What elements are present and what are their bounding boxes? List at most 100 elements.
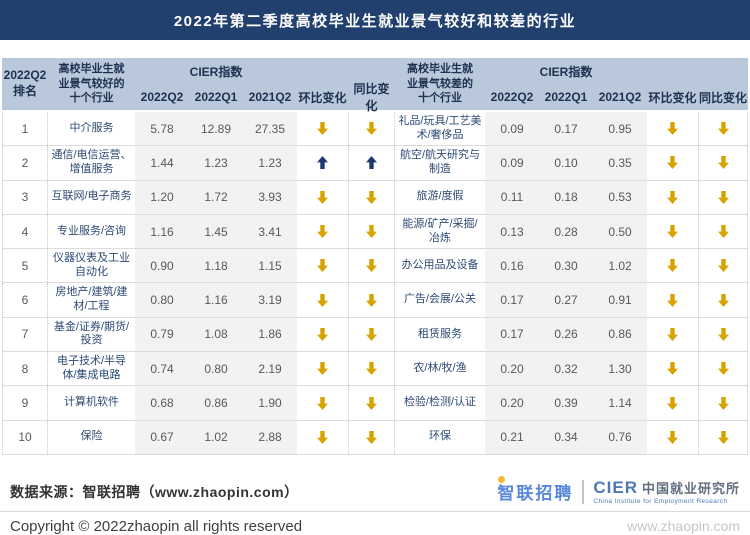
- down-arrow-icon: [317, 190, 328, 204]
- bad-industry-cell: 办公用品及设备: [401, 258, 479, 271]
- cier-value-cell: 1.30: [593, 352, 647, 386]
- good-industry-cell: 中介服务: [69, 121, 114, 134]
- table-header: 2022Q2 排名 高校毕业生就业景气较好的十个行业 CIER指数 2022Q2…: [2, 58, 748, 113]
- good-industry-cell: 仪器仪表及工业自动化: [53, 252, 130, 278]
- cier-value-cell: 0.74: [135, 352, 189, 386]
- rank-column-header: 2022Q2 排名: [2, 58, 48, 110]
- rank-cell: 7: [2, 317, 48, 352]
- cier-value-cell: 0.09: [485, 146, 539, 180]
- cier-value-cell: 0.86: [189, 386, 243, 420]
- down-arrow-icon: [317, 396, 328, 410]
- mom-change-cell: [297, 283, 348, 317]
- mom-change-cell: [647, 146, 698, 180]
- cier-logo-text: CIER: [593, 478, 638, 498]
- cier-value-cell: 1.86: [243, 317, 297, 352]
- table-row: 1 中介服务 5.78 12.89 27.35 礼品/玩具/工艺美术/奢侈品 0.09 0.1…: [2, 112, 748, 147]
- yoy-change-cell: [348, 214, 395, 249]
- cier-value-cell: 0.20: [485, 352, 539, 386]
- yoy-change-cell: [348, 317, 395, 352]
- footer-divider: [0, 510, 750, 512]
- good-industry-cell: 电子技术/半导体/集成电路: [56, 354, 127, 381]
- table-row: 2 通信/电信运营、增值服务 1.44 1.23 1.23 航空/航天研究与制造 0.09 0…: [2, 146, 748, 181]
- down-arrow-icon: [366, 293, 377, 307]
- cier-value-cell: 0.17: [539, 112, 593, 146]
- down-arrow-icon: [667, 259, 678, 273]
- cier-value-cell: 0.91: [593, 283, 647, 317]
- mom-change-cell: [647, 112, 698, 146]
- yoy-change-cell: [698, 146, 748, 180]
- yoy-change-cell: [698, 352, 748, 386]
- mom-change-cell: [647, 283, 698, 317]
- cier-value-cell: 0.76: [593, 420, 647, 454]
- col-2021q2-header-left: 2021Q2: [248, 90, 292, 104]
- cier-value-cell: 0.26: [539, 317, 593, 352]
- bad-industry-cell: 礼品/玩具/工艺美术/奢侈品: [398, 114, 482, 141]
- mom-change-cell: [297, 386, 348, 420]
- bad-industry-cell: 能源/矿产/采掘/冶炼: [402, 217, 478, 244]
- cier-value-cell: 27.35: [243, 112, 297, 146]
- rank-header-line1: 2022Q2: [3, 68, 47, 83]
- mom-change-cell: [297, 180, 348, 214]
- cier-value-cell: 0.10: [539, 146, 593, 180]
- mom-change-cell: [297, 352, 348, 386]
- yoy-change-cell: [698, 112, 748, 146]
- table-row: 10 保险 0.67 1.02 2.88 环保 0.21 0.34 0.76: [2, 420, 748, 455]
- cier-value-cell: 0.18: [539, 180, 593, 214]
- good-industry-cell: 互联网/电子商务: [51, 190, 132, 203]
- yoy-change-cell: [698, 386, 748, 420]
- yoy-change-cell: [348, 180, 395, 214]
- col-2022q1-header-left: 2022Q1: [194, 90, 238, 104]
- bad-industry-cell: 航空/航天研究与制造: [399, 149, 481, 175]
- cier-value-cell: 3.41: [243, 214, 297, 249]
- good-industry-cell: 保险: [80, 430, 103, 443]
- mom-change-cell: [647, 317, 698, 352]
- yoy-change-cell: [348, 420, 395, 454]
- down-arrow-icon: [717, 327, 729, 341]
- cier-value-cell: 1.15: [243, 249, 297, 283]
- good-industry-cell: 计算机软件: [64, 396, 119, 409]
- logos: 智联招聘 CIER 中国就业研究所 China Institute for Em…: [497, 476, 740, 505]
- cier-value-cell: 0.80: [135, 283, 189, 317]
- cier-value-cell: 0.17: [485, 283, 539, 317]
- cier-value-cell: 3.19: [243, 283, 297, 317]
- down-arrow-icon: [667, 293, 678, 307]
- table-row: 9 计算机软件 0.68 0.86 1.90 检验/检测/认证 0.20 0.39 1.14: [2, 386, 748, 421]
- cier-value-cell: 1.72: [189, 180, 243, 214]
- down-arrow-icon: [717, 122, 729, 136]
- down-arrow-icon: [717, 396, 729, 410]
- mom-change-cell: [647, 180, 698, 214]
- down-arrow-icon: [717, 156, 729, 170]
- yoy-change-cell: [348, 249, 395, 283]
- cier-value-cell: 1.16: [135, 214, 189, 249]
- rank-cell: 4: [2, 214, 48, 249]
- bad-industry-cell: 租赁服务: [418, 327, 462, 340]
- cier-value-cell: 1.20: [135, 180, 189, 214]
- down-arrow-icon: [317, 259, 328, 273]
- cier-index-header-left: CIER指数: [189, 64, 243, 79]
- mom-change-cell: [647, 249, 698, 283]
- down-arrow-icon: [366, 190, 377, 204]
- cier-value-cell: 2.19: [243, 352, 297, 386]
- cier-value-cell: 0.50: [593, 214, 647, 249]
- cier-value-cell: 0.80: [189, 352, 243, 386]
- down-arrow-icon: [717, 259, 729, 273]
- down-arrow-icon: [366, 362, 377, 376]
- watermark-text: www.zhaopin.com: [627, 518, 740, 535]
- col-2021q2-header-right: 2021Q2: [598, 90, 642, 104]
- col-2022q2-header-right: 2022Q2: [490, 90, 534, 104]
- cier-value-cell: 1.14: [593, 386, 647, 420]
- zhaopin-logo: 智联招聘: [497, 476, 573, 504]
- mom-change-cell: [647, 420, 698, 454]
- rank-cell: 5: [2, 249, 48, 283]
- down-arrow-icon: [717, 190, 729, 204]
- down-arrow-icon: [317, 122, 328, 136]
- footer: 数据来源：智联招聘（www.zhaopin.com） 智联招聘 CIER 中国就…: [0, 476, 750, 535]
- cier-value-cell: 0.86: [593, 317, 647, 352]
- good-industry-cell: 专业服务/咨询: [56, 224, 127, 237]
- down-arrow-icon: [667, 190, 678, 204]
- mom-change-cell: [297, 249, 348, 283]
- cier-value-cell: 1.45: [189, 214, 243, 249]
- yoy-change-cell: [698, 249, 748, 283]
- data-source-text: 数据来源：智联招聘（www.zhaopin.com）: [10, 483, 299, 500]
- table-row: 6 房地产/建筑/建材/工程 0.80 1.16 3.19 广告/会展/公关 0.17 0.2…: [2, 283, 748, 318]
